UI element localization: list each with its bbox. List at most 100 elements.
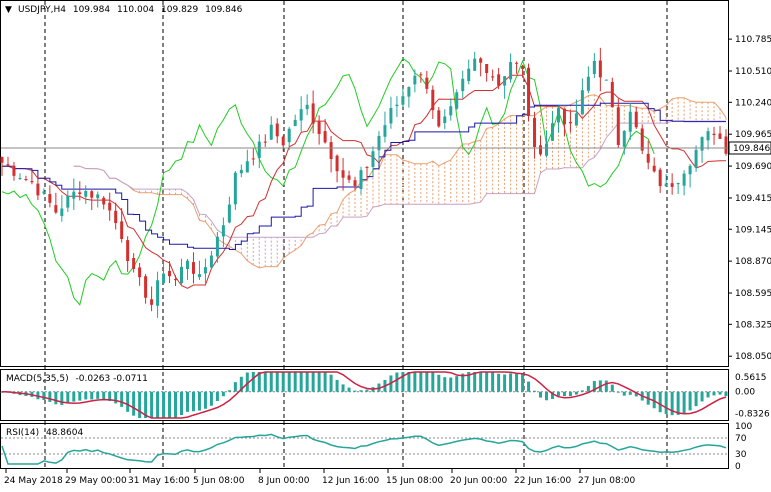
macd-signal-line xyxy=(1,371,727,419)
macd-bar xyxy=(293,372,297,392)
candle-body xyxy=(443,116,447,124)
macd-bar xyxy=(568,391,572,397)
macd-bar xyxy=(497,373,501,392)
candle-body xyxy=(48,194,52,203)
candle-body xyxy=(431,89,435,111)
macd-bar xyxy=(712,391,716,396)
macd-bar xyxy=(544,391,548,401)
macd-bar xyxy=(592,381,596,392)
candle-body xyxy=(724,136,728,154)
macd-bar xyxy=(586,385,590,392)
candle-body xyxy=(682,173,686,186)
candle-body xyxy=(293,119,297,127)
candle-body xyxy=(215,236,219,257)
candle-body xyxy=(341,170,345,178)
candle-body xyxy=(102,197,106,205)
macd-bar xyxy=(461,373,465,392)
price-axis: 110.785 110.510 110.240 109.965 109.690 109.4… xyxy=(728,35,771,362)
candle-body xyxy=(114,210,118,224)
macd-bar xyxy=(239,376,243,392)
candle-body xyxy=(305,104,309,110)
current-price-label: 109.846 xyxy=(733,144,770,154)
macd-bar xyxy=(652,391,656,409)
macd-bar xyxy=(126,391,130,412)
macd-bar xyxy=(443,377,447,392)
svg-text:MACD(5,35,5) -0.0263 -0.07: MACD(5,35,5) -0.0263 -0.0711 xyxy=(6,374,148,384)
macd-bar xyxy=(120,391,124,407)
macd-values: -0.0263 -0.0711 xyxy=(76,374,148,384)
candle-body xyxy=(622,130,626,147)
candle-body xyxy=(574,113,578,126)
candle-body xyxy=(335,155,339,172)
candle-body xyxy=(6,164,10,166)
macd-bar xyxy=(359,390,363,392)
macd-bar xyxy=(245,372,249,392)
macd-bar xyxy=(251,372,255,392)
candle-body xyxy=(389,108,393,124)
candle-body xyxy=(197,274,201,278)
macd-bar xyxy=(215,391,219,401)
macd-bar xyxy=(233,382,237,392)
macd-bar xyxy=(203,391,207,409)
candle-body xyxy=(96,194,100,199)
ichimoku-cloud xyxy=(127,94,727,268)
macd-bar xyxy=(221,391,225,397)
price-tick-label: 108.050 xyxy=(735,352,771,362)
time-tick-label: 8 Jun 00:00 xyxy=(258,476,310,486)
rsi-tick-label: 30 xyxy=(735,450,747,460)
macd-bar xyxy=(305,372,309,392)
candle-body xyxy=(0,156,4,163)
macd-bar xyxy=(317,372,321,392)
candle-body xyxy=(700,137,704,151)
macd-bar xyxy=(509,373,513,392)
candle-body xyxy=(550,123,554,141)
candle-body xyxy=(503,76,507,86)
macd-bar xyxy=(634,391,638,397)
macd-bar xyxy=(401,372,405,392)
ohlc-open: 109.984 xyxy=(73,5,110,15)
macd-bar xyxy=(718,391,722,395)
macd-bar xyxy=(72,391,76,402)
current-price-box xyxy=(728,141,771,155)
macd-bar xyxy=(616,391,620,393)
candle-body xyxy=(251,158,255,160)
candle-body xyxy=(610,82,614,108)
candle-body xyxy=(383,125,387,137)
macd-bar xyxy=(156,391,160,418)
macd-bar xyxy=(227,390,231,392)
macd-bar xyxy=(78,391,82,401)
candle-body xyxy=(562,108,566,125)
candle-body xyxy=(257,141,261,159)
candle-body xyxy=(449,106,453,116)
macd-bar xyxy=(604,380,608,392)
collapse-arrow-icon[interactable]: ▼ xyxy=(5,5,12,15)
macd-bar xyxy=(329,374,333,392)
macd-bar xyxy=(628,391,632,395)
macd-bar xyxy=(503,374,507,392)
candle-body xyxy=(509,62,513,80)
macd-bar xyxy=(102,391,106,400)
macd-bar xyxy=(670,391,674,416)
macd-bar xyxy=(42,391,46,401)
macd-bar xyxy=(521,374,525,392)
indicator-lines xyxy=(1,57,727,306)
macd-bar xyxy=(191,391,195,412)
macd-bar xyxy=(688,391,692,411)
candle-body xyxy=(72,191,76,199)
macd-bar xyxy=(676,391,680,415)
rsi-panel-frame xyxy=(0,423,729,469)
candle-body xyxy=(598,60,602,78)
candle-body xyxy=(227,204,231,223)
macd-bar xyxy=(622,391,626,396)
macd-bar xyxy=(455,376,459,392)
rsi-line: 100 70 30 0 xyxy=(1,422,752,472)
macd-bar xyxy=(610,384,614,392)
macd-bar xyxy=(281,372,285,392)
candle-body xyxy=(371,151,375,167)
price-tick-label: 110.785 xyxy=(735,35,771,45)
macd-bar xyxy=(419,372,423,392)
macd-bar xyxy=(347,387,351,392)
candle-body xyxy=(616,107,620,146)
candle-body xyxy=(12,165,16,176)
